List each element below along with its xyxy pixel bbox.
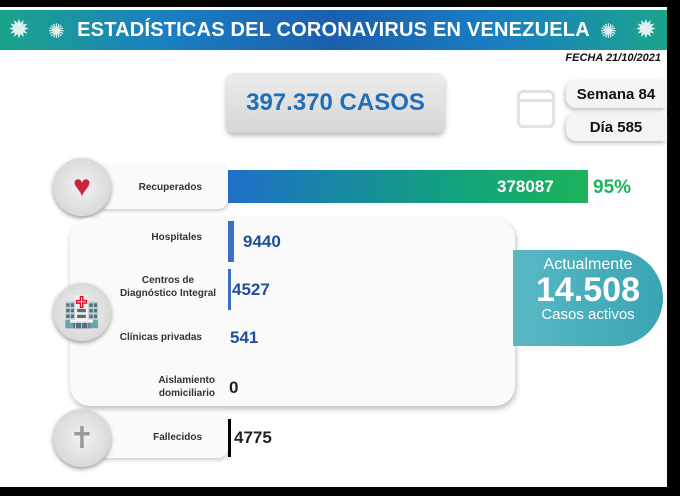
- virus-icon: ✺: [600, 21, 617, 43]
- header-banner: ✹ ✺ ESTADÍSTICAS DEL CORONAVIRUS EN VENE…: [0, 10, 667, 50]
- hospital-icon: 🏥: [53, 283, 111, 341]
- recovered-label: Recuperados: [138, 182, 202, 193]
- cdi-value: 4527: [232, 280, 270, 299]
- hospitals-label: Hospitales: [151, 232, 202, 243]
- page-title: ESTADÍSTICAS DEL CORONAVIRUS EN VENEZUEL…: [77, 18, 590, 41]
- week-badge: Semana 84: [566, 80, 666, 108]
- active-title: Actualmente: [543, 256, 633, 273]
- active-subtitle: Casos activos: [541, 306, 635, 323]
- deaths-bar: [228, 419, 231, 457]
- hospitals-value: 9440: [243, 232, 281, 251]
- active-cases-badge: Actualmente 14.508 Casos activos: [513, 250, 663, 346]
- hospitals-bar: [228, 221, 234, 262]
- recovered-label-box: [100, 165, 228, 209]
- deaths-value: 4775: [234, 428, 272, 447]
- infographic: ✹ ✺ ESTADÍSTICAS DEL CORONAVIRUS EN VENE…: [0, 7, 667, 487]
- calendar-icon: [517, 90, 555, 128]
- home-isolation-value: 0: [229, 378, 239, 397]
- deaths-label-box: [100, 416, 228, 458]
- recovered-percent: 95%: [593, 177, 632, 198]
- virus-icon: ✹: [635, 14, 657, 44]
- virus-icon: ✺: [48, 21, 65, 43]
- cdi-label: Centros de Diagnóstico Integral: [119, 275, 217, 299]
- private-clinics-value: 541: [230, 328, 259, 347]
- active-value: 14.508: [536, 271, 640, 309]
- deaths-label: Fallecidos: [153, 432, 202, 443]
- cdi-bar: [228, 269, 231, 310]
- home-isolation-label: Aislamiento domiciliario: [158, 375, 215, 399]
- total-cases: 397.370 CASOS: [226, 73, 445, 133]
- recovered-value: 378087: [497, 177, 554, 196]
- active-breakdown-panel: [70, 218, 515, 406]
- recovered-bar: [228, 170, 589, 203]
- heart-icon: ♥: [53, 158, 111, 216]
- virus-icon: ✹: [8, 14, 30, 44]
- day-badge: Día 585: [566, 113, 666, 141]
- private-clinics-label: Clínicas privadas: [119, 332, 202, 343]
- tombstone-icon: ✝: [53, 409, 111, 467]
- date-label: FECHA 21/10/2021: [565, 52, 661, 64]
